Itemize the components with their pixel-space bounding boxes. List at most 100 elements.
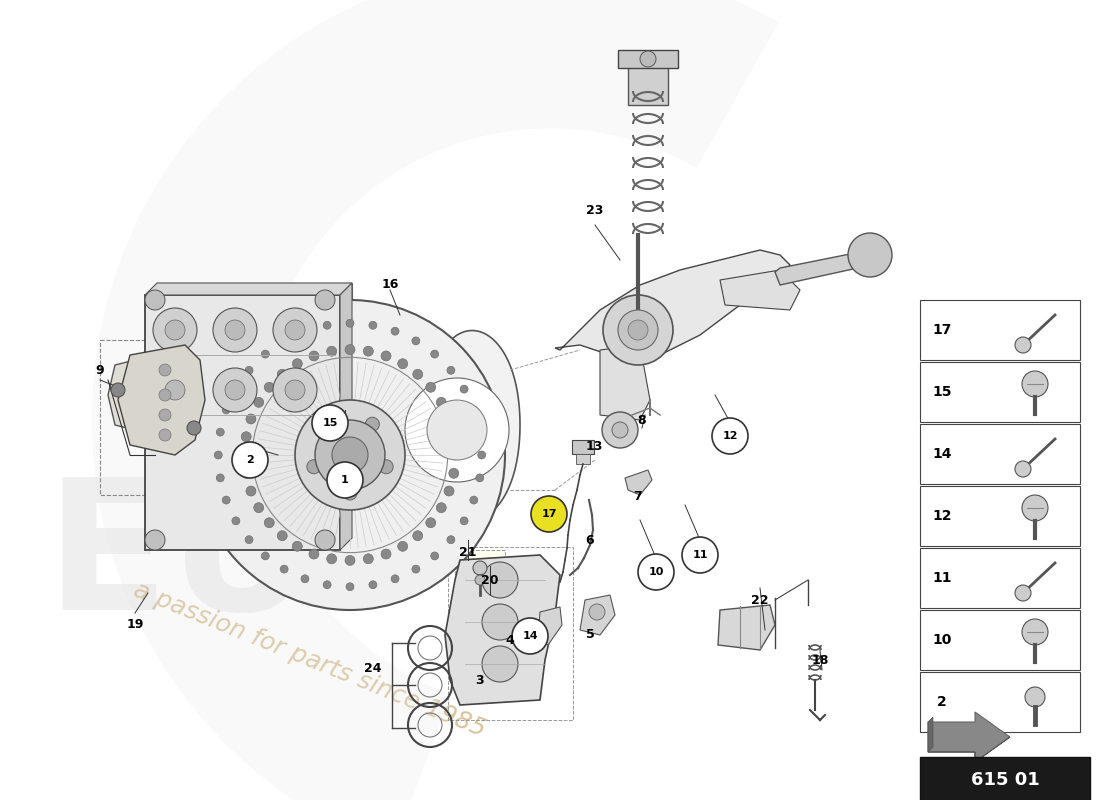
Circle shape — [160, 389, 170, 401]
Bar — [618, 50, 678, 68]
Circle shape — [345, 555, 355, 566]
Text: 10: 10 — [648, 567, 663, 577]
Polygon shape — [928, 737, 1010, 762]
Circle shape — [473, 561, 487, 575]
Circle shape — [293, 542, 303, 551]
Text: 12: 12 — [933, 509, 952, 523]
Circle shape — [612, 422, 628, 438]
Circle shape — [365, 418, 380, 431]
Circle shape — [460, 517, 469, 525]
Circle shape — [431, 552, 439, 560]
Text: 3: 3 — [475, 674, 484, 686]
Circle shape — [848, 233, 892, 277]
Bar — [920, 672, 1080, 732]
Circle shape — [232, 517, 240, 525]
Text: -: - — [311, 522, 368, 658]
Circle shape — [241, 468, 251, 478]
Circle shape — [285, 320, 305, 340]
Text: EU: EU — [45, 472, 315, 648]
Circle shape — [323, 581, 331, 589]
Circle shape — [160, 364, 170, 376]
Circle shape — [618, 310, 658, 350]
Circle shape — [187, 421, 201, 435]
Text: 19: 19 — [126, 618, 144, 631]
Circle shape — [111, 383, 125, 397]
Circle shape — [262, 350, 270, 358]
Circle shape — [264, 518, 274, 528]
Circle shape — [482, 562, 518, 598]
Circle shape — [1022, 619, 1048, 645]
Text: 11: 11 — [692, 550, 707, 560]
Circle shape — [165, 380, 185, 400]
Text: 9: 9 — [96, 363, 104, 377]
Circle shape — [332, 437, 368, 473]
Circle shape — [160, 409, 170, 421]
Circle shape — [165, 320, 185, 340]
Text: 18: 18 — [812, 654, 828, 666]
Circle shape — [444, 414, 454, 424]
Circle shape — [153, 368, 197, 412]
Bar — [100, 340, 226, 495]
Circle shape — [145, 290, 165, 310]
Text: 11: 11 — [933, 571, 952, 585]
Circle shape — [343, 486, 358, 500]
Circle shape — [145, 530, 165, 550]
Circle shape — [640, 51, 656, 67]
Circle shape — [368, 322, 377, 330]
Text: 17: 17 — [541, 509, 557, 519]
Circle shape — [450, 450, 461, 460]
Circle shape — [475, 474, 484, 482]
Circle shape — [588, 604, 605, 620]
Circle shape — [346, 582, 354, 590]
Polygon shape — [580, 595, 615, 635]
Circle shape — [254, 398, 264, 407]
Bar — [455, 550, 505, 605]
Circle shape — [280, 337, 288, 345]
Polygon shape — [118, 345, 205, 455]
Bar — [576, 454, 590, 464]
Text: 17: 17 — [933, 323, 952, 337]
Circle shape — [213, 308, 257, 352]
Circle shape — [262, 552, 270, 560]
Circle shape — [345, 345, 355, 354]
Polygon shape — [600, 345, 650, 420]
Text: 24: 24 — [364, 662, 382, 674]
Circle shape — [273, 308, 317, 352]
Circle shape — [447, 366, 455, 374]
Circle shape — [426, 382, 436, 392]
Circle shape — [411, 565, 420, 573]
Circle shape — [327, 346, 337, 356]
Circle shape — [323, 322, 331, 330]
Circle shape — [477, 451, 486, 459]
Circle shape — [307, 460, 321, 474]
Circle shape — [363, 346, 373, 356]
Polygon shape — [556, 250, 790, 360]
Circle shape — [475, 428, 484, 436]
Text: 1: 1 — [341, 475, 349, 485]
Text: 6: 6 — [585, 534, 594, 546]
Circle shape — [1025, 687, 1045, 707]
Circle shape — [431, 350, 439, 358]
Bar — [920, 424, 1080, 484]
Polygon shape — [157, 283, 352, 538]
Circle shape — [482, 604, 518, 640]
Circle shape — [470, 496, 477, 504]
Text: 2: 2 — [246, 455, 254, 465]
Circle shape — [241, 432, 251, 442]
Bar — [920, 300, 1080, 360]
Bar — [920, 548, 1080, 608]
Circle shape — [628, 320, 648, 340]
Circle shape — [460, 385, 469, 393]
Text: 2: 2 — [937, 695, 947, 709]
Circle shape — [217, 474, 224, 482]
Circle shape — [363, 554, 373, 564]
Circle shape — [398, 542, 408, 551]
Text: 15: 15 — [322, 418, 338, 428]
Circle shape — [312, 405, 348, 441]
Circle shape — [327, 554, 337, 564]
Text: 10: 10 — [933, 633, 952, 647]
Circle shape — [217, 428, 224, 436]
Circle shape — [412, 530, 422, 541]
Text: 4: 4 — [506, 634, 515, 646]
Text: 615 01: 615 01 — [970, 771, 1040, 789]
